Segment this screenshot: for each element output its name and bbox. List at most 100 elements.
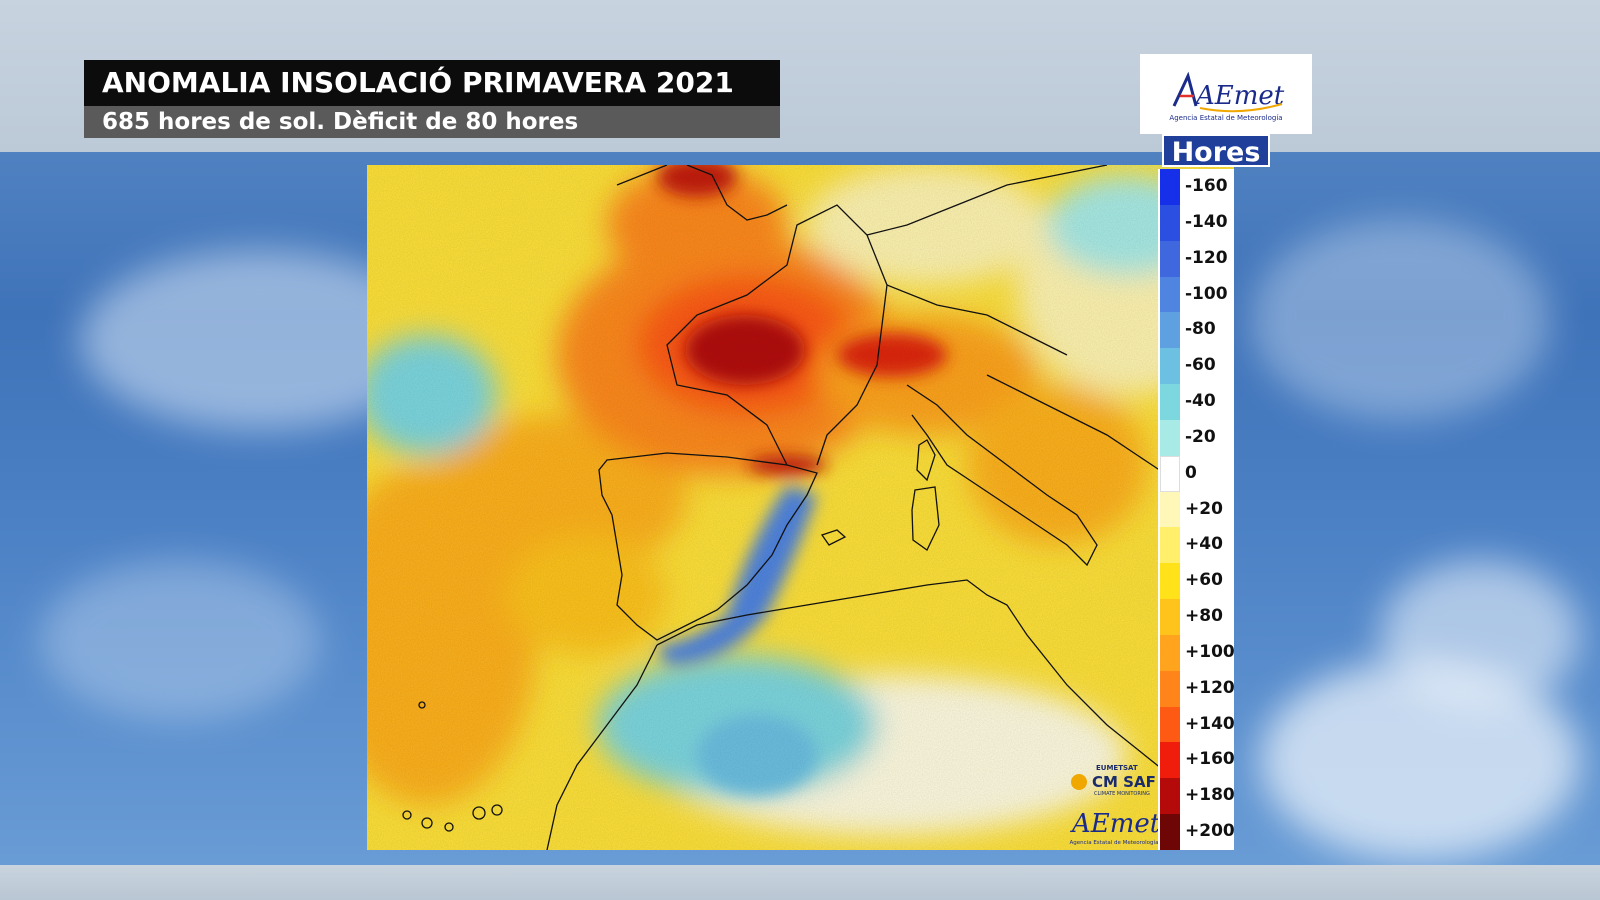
legend: -160 -140 -120 -100 -80 -60 -40 -20 0 +20 +40 +60 +8… — [1158, 169, 1235, 850]
legend-swatch — [1160, 204, 1180, 241]
legend-swatch — [1160, 670, 1180, 707]
cmsaf-watermark: EUMETSAT CM SAF CLIMATE MONITORING — [1071, 764, 1156, 797]
legend-label: +160 — [1185, 749, 1235, 770]
legend-swatch — [1160, 419, 1180, 456]
cmsaf-sun-icon — [1071, 774, 1087, 790]
legend-swatch — [1160, 527, 1180, 564]
legend-item: +40 — [1158, 527, 1234, 564]
legend-label: +140 — [1185, 713, 1235, 734]
legend-swatch — [1160, 169, 1180, 205]
legend-item: +200 — [1158, 814, 1235, 850]
coast-canary-1 — [402, 810, 412, 820]
aemet-logo-text: AEmet — [1194, 81, 1285, 111]
coast-iberia — [598, 452, 818, 641]
legend-swatch — [1160, 276, 1180, 313]
legend-label: -100 — [1185, 283, 1228, 304]
legend-label: 0 — [1185, 462, 1197, 483]
legend-label: +100 — [1185, 641, 1235, 662]
legend-label: +180 — [1185, 785, 1235, 806]
legend-item: +20 — [1158, 491, 1234, 528]
legend-item: -160 — [1158, 169, 1234, 205]
legend-label: +80 — [1185, 606, 1223, 627]
legend-item: -120 — [1158, 240, 1234, 277]
coastlines — [402, 165, 1208, 850]
coast-france — [666, 204, 888, 466]
coast-madeira — [418, 701, 426, 709]
sky-cloud — [1380, 560, 1580, 710]
sky-cloud — [40, 560, 320, 720]
legend-item: -20 — [1158, 419, 1234, 456]
cmsaf-label: CM SAF — [1092, 773, 1156, 791]
legend-item: +80 — [1158, 599, 1234, 635]
coast-morocco-atlantic — [546, 644, 658, 850]
coast-canary-5 — [491, 804, 503, 816]
legend-swatch — [1160, 384, 1180, 420]
legend-swatch — [1160, 706, 1180, 743]
sky-cloud — [1250, 220, 1550, 420]
aemet-logo-caption: Agencia Estatal de Meteorología — [1169, 114, 1282, 122]
legend-swatch — [1160, 634, 1180, 671]
legend-label: -80 — [1185, 319, 1216, 340]
cmsaf-label-sub: CLIMATE MONITORING — [1094, 791, 1150, 797]
legend-swatch — [1160, 599, 1180, 635]
legend-item: 0 — [1158, 455, 1234, 492]
border-alps — [886, 284, 1068, 356]
coast-sardinia — [911, 486, 940, 551]
legend-item: +180 — [1158, 778, 1235, 815]
aemet-logo-graphic: AEmet Agencia Estatal de Meteorología — [1169, 71, 1285, 122]
legend-label: -140 — [1185, 211, 1228, 232]
legend-item: +100 — [1158, 634, 1235, 671]
legend-item: +60 — [1158, 563, 1234, 600]
anomaly-map: EUMETSAT CM SAF CLIMATE MONITORING AEmet… — [367, 165, 1234, 850]
aemet-logo: AEmet Agencia Estatal de Meteorología — [1140, 54, 1312, 134]
anomaly-map-svg — [367, 165, 1234, 850]
coast-mallorca — [820, 529, 847, 546]
title-block: ANOMALIA INSOLACIÓ PRIMAVERA 2021 685 ho… — [84, 60, 780, 138]
legend-title: Hores — [1162, 134, 1270, 168]
legend-swatch — [1160, 312, 1180, 349]
legend-item: +120 — [1158, 670, 1235, 707]
coast-corsica — [916, 439, 936, 482]
legend-label: +200 — [1185, 821, 1235, 842]
border-central-europe — [866, 165, 1108, 236]
coast-italy — [906, 384, 1098, 567]
legend-swatch — [1160, 814, 1180, 850]
legend-item: +160 — [1158, 742, 1235, 779]
coast-balkans — [986, 374, 1168, 476]
legend-label: +120 — [1185, 677, 1235, 698]
cmsaf-label-top: EUMETSAT — [1096, 764, 1138, 772]
legend-swatch — [1160, 240, 1180, 277]
coast-canary-4 — [472, 806, 486, 820]
legend-label: -160 — [1185, 176, 1228, 196]
legend-swatch — [1160, 742, 1180, 779]
legend-label: +20 — [1185, 498, 1223, 519]
legend-label: -20 — [1185, 426, 1216, 447]
legend-swatch — [1160, 491, 1180, 528]
legend-swatch — [1160, 778, 1180, 815]
aemet-watermark: AEmet Agencia Estatal de Meteorología — [1070, 809, 1160, 846]
legend-swatch — [1160, 348, 1180, 385]
legend-item: -80 — [1158, 312, 1234, 349]
coast-canary-2 — [421, 817, 433, 829]
legend-label: -120 — [1185, 247, 1228, 268]
legend-label: -60 — [1185, 355, 1216, 376]
coast-canary-3 — [444, 822, 454, 832]
legend-item: -100 — [1158, 276, 1234, 313]
coast-britain — [616, 165, 788, 221]
legend-label: -40 — [1185, 391, 1216, 412]
legend-swatch — [1160, 455, 1180, 492]
legend-item: -140 — [1158, 204, 1234, 241]
page-title: ANOMALIA INSOLACIÓ PRIMAVERA 2021 — [84, 60, 780, 106]
legend-item: +140 — [1158, 706, 1235, 743]
coast-north-africa — [656, 579, 1208, 806]
legend-label: +40 — [1185, 534, 1223, 555]
bottom-band — [0, 865, 1600, 900]
legend-swatch — [1160, 563, 1180, 600]
legend-item: -40 — [1158, 384, 1234, 420]
page-subtitle: 685 hores de sol. Dèficit de 80 hores — [84, 106, 780, 138]
aemet-watermark-text: AEmet — [1070, 809, 1160, 839]
map-texture — [367, 165, 1234, 850]
legend-label: +60 — [1185, 570, 1223, 591]
legend-item: -60 — [1158, 348, 1234, 385]
aemet-watermark-caption: Agencia Estatal de Meteorología — [1070, 839, 1159, 846]
